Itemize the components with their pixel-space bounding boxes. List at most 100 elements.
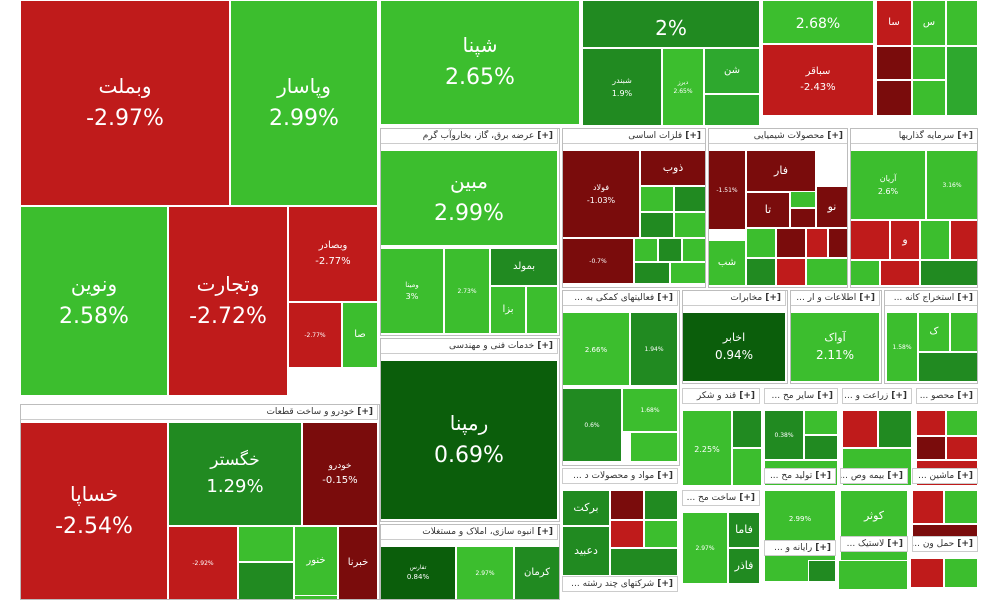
treemap-cell[interactable] xyxy=(238,562,294,600)
sector-header[interactable]: [+]عرضه برق، گاز، بخاروآب گرم xyxy=(380,128,558,144)
treemap-cell[interactable] xyxy=(946,436,978,460)
expand-toggle[interactable]: [+] xyxy=(765,293,781,303)
stock-tile[interactable]: شب xyxy=(708,240,746,286)
expand-toggle[interactable]: [+] xyxy=(537,131,553,141)
treemap-cell[interactable] xyxy=(950,220,978,260)
stock-tile[interactable]: 2.97% xyxy=(682,512,728,584)
sector-header[interactable]: [+]مخابرات xyxy=(682,290,786,306)
treemap-cell[interactable] xyxy=(644,520,678,548)
sector-header[interactable]: [+]ساخت مح ... xyxy=(682,490,760,506)
stock-tile[interactable]: اخابر 0.94% xyxy=(682,312,786,382)
sector-header[interactable]: [+]سرمایه گذاریها xyxy=(850,128,978,144)
treemap-cell[interactable] xyxy=(920,220,950,260)
treemap-cell[interactable] xyxy=(878,410,912,448)
treemap-cell[interactable] xyxy=(946,410,978,436)
stock-tile[interactable]: -1.51% xyxy=(708,150,746,230)
treemap-cell[interactable] xyxy=(916,436,946,460)
sector-header[interactable]: [+]محصو ... xyxy=(916,388,978,404)
stock-tile[interactable]: 2.25% xyxy=(682,410,732,486)
sector-header[interactable]: [+]ماشین ... xyxy=(912,468,978,484)
treemap-cell[interactable] xyxy=(658,238,682,262)
expand-toggle[interactable]: [+] xyxy=(657,293,673,303)
stock-tile[interactable]: -2.92% xyxy=(168,526,238,600)
treemap-cell[interactable] xyxy=(682,238,706,262)
treemap-cell[interactable] xyxy=(732,410,762,448)
treemap-cell[interactable] xyxy=(704,94,760,126)
expand-toggle[interactable]: [+] xyxy=(815,543,831,553)
treemap-cell[interactable] xyxy=(630,432,678,462)
stock-tile[interactable]: 0.38% xyxy=(764,410,804,460)
expand-toggle[interactable]: [+] xyxy=(537,527,553,537)
sector-header[interactable]: [+]تولید مح ... xyxy=(764,468,836,484)
treemap-cell[interactable] xyxy=(674,186,706,212)
stock-tile[interactable]: وتجارت -2.72% xyxy=(168,206,288,396)
expand-toggle[interactable]: [+] xyxy=(537,341,553,351)
stock-tile[interactable]: 2.73% xyxy=(444,248,490,334)
treemap-cell[interactable] xyxy=(526,286,558,334)
stock-tile[interactable]: 1.94% xyxy=(630,312,678,386)
treemap-cell[interactable] xyxy=(828,228,848,258)
expand-toggle[interactable]: [+] xyxy=(859,293,875,303)
sector-header[interactable]: [+]شرکتهای چند رشته ... xyxy=(562,576,678,592)
expand-toggle[interactable]: [+] xyxy=(815,471,831,481)
treemap-cell[interactable] xyxy=(850,220,890,260)
stock-tile[interactable]: فاما xyxy=(728,512,760,548)
stock-tile[interactable]: خبرنا xyxy=(338,526,378,600)
treemap-cell[interactable] xyxy=(876,80,912,116)
stock-tile[interactable]: وبصادر -2.77% xyxy=(288,206,378,302)
stock-tile[interactable]: خنور xyxy=(294,526,338,596)
sector-header[interactable]: [+]لاستیک ... xyxy=(840,536,908,552)
stock-tile[interactable]: دعبید xyxy=(562,526,610,576)
treemap-cell[interactable] xyxy=(806,258,848,286)
treemap-cell[interactable] xyxy=(920,260,978,286)
stock-tile[interactable]: مبین 2.99% xyxy=(380,150,558,246)
stock-tile[interactable]: آواک 2.11% xyxy=(790,312,880,382)
stock-tile[interactable]: کوثر xyxy=(840,490,908,542)
expand-toggle[interactable]: [+] xyxy=(739,391,755,401)
sector-header[interactable]: [+]انبوه سازی، املاک و مستغلات xyxy=(380,524,558,540)
expand-toggle[interactable]: [+] xyxy=(887,471,903,481)
stock-tile[interactable]: خگستر 1.29% xyxy=(168,422,302,526)
expand-toggle[interactable]: [+] xyxy=(957,471,973,481)
stock-tile[interactable]: وپاسار 2.99% xyxy=(230,0,378,206)
treemap-cell[interactable] xyxy=(946,0,978,46)
stock-tile[interactable]: آریان 2.6% xyxy=(850,150,926,220)
expand-toggle[interactable]: [+] xyxy=(957,391,973,401)
stock-tile[interactable]: دیرز 2.65% xyxy=(662,48,704,126)
treemap-cell[interactable] xyxy=(912,46,946,80)
expand-toggle[interactable]: [+] xyxy=(685,131,701,141)
treemap-cell[interactable] xyxy=(640,186,674,212)
sector-header[interactable]: [+]استخراج کانه ... xyxy=(884,290,978,306)
expand-toggle[interactable]: [+] xyxy=(957,131,973,141)
expand-toggle[interactable]: [+] xyxy=(891,391,907,401)
treemap-cell[interactable] xyxy=(790,208,816,228)
treemap-cell[interactable] xyxy=(610,520,644,548)
treemap-cell[interactable] xyxy=(808,560,836,582)
stock-tile[interactable]: تفارس 0.84% xyxy=(380,546,456,600)
treemap-cell[interactable] xyxy=(946,46,978,116)
treemap-cell[interactable] xyxy=(776,228,806,258)
treemap-cell[interactable] xyxy=(746,258,776,286)
stock-tile[interactable]: 2% xyxy=(582,0,760,48)
stock-tile[interactable]: فولاد -1.03% xyxy=(562,150,640,238)
sector-header[interactable]: [+]بیمه وص ... xyxy=(840,468,908,484)
expand-toggle[interactable]: [+] xyxy=(657,471,673,481)
stock-tile[interactable]: سباقر -2.43% xyxy=(762,44,874,116)
treemap-cell[interactable] xyxy=(916,410,946,436)
sector-header[interactable]: [+]قند و شکر xyxy=(682,388,760,404)
stock-tile[interactable]: 1.58% xyxy=(886,312,918,382)
sector-header[interactable]: [+]حمل ون ... xyxy=(912,536,978,552)
treemap-cell[interactable] xyxy=(944,558,978,588)
stock-tile[interactable]: 2.99% xyxy=(764,490,836,546)
sector-header[interactable]: [+]سایر مح ... xyxy=(764,388,838,404)
treemap-cell[interactable] xyxy=(880,260,920,286)
treemap-cell[interactable] xyxy=(670,262,706,284)
treemap-cell[interactable] xyxy=(610,548,678,576)
stock-tile[interactable]: ذوب xyxy=(640,150,706,186)
treemap-cell[interactable] xyxy=(634,262,670,284)
stock-tile[interactable]: خودرو -0.15% xyxy=(302,422,378,526)
stock-tile[interactable]: 3.16% xyxy=(926,150,978,220)
treemap-cell[interactable] xyxy=(746,228,776,258)
treemap-cell[interactable] xyxy=(634,238,658,262)
stock-tile[interactable]: نو xyxy=(816,186,848,228)
